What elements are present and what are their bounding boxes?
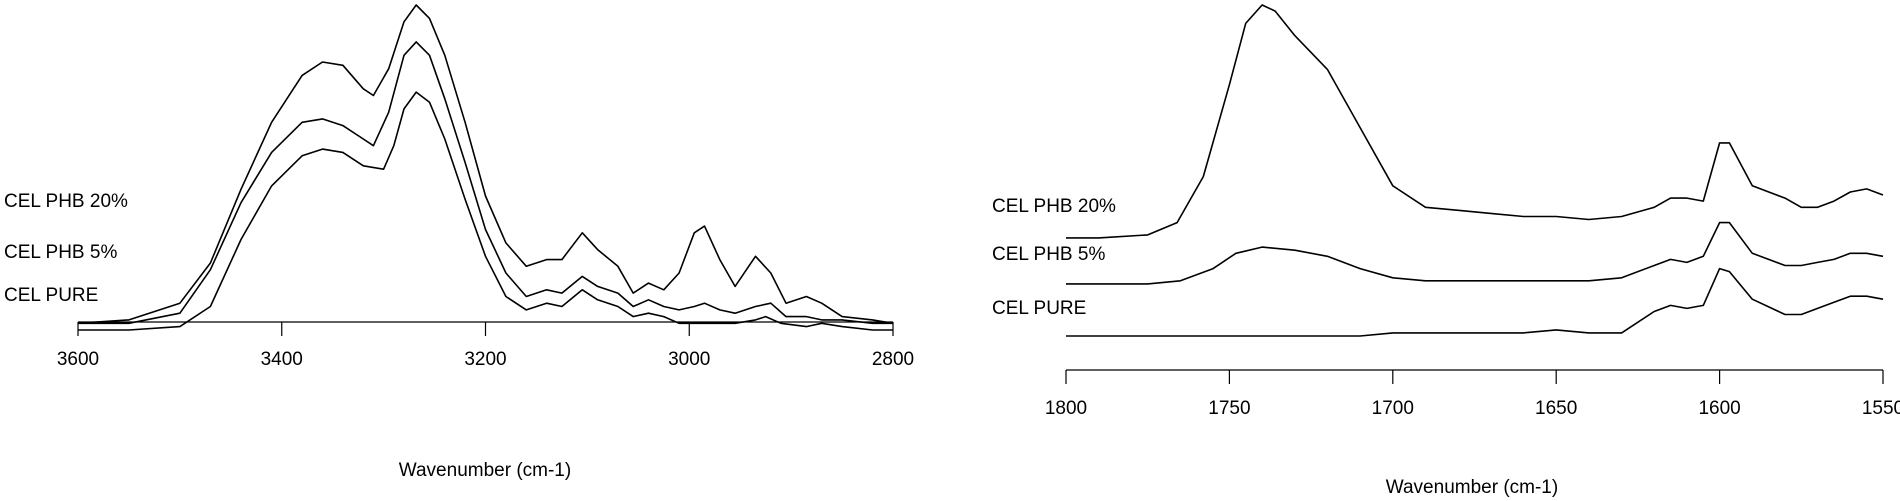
x-axis-title: Wavenumber (cm-1) [399, 460, 571, 481]
x-tick-label-1600: 1600 [1698, 398, 1740, 419]
x-tick-label-1650: 1650 [1535, 398, 1577, 419]
x-tick-label-1750: 1750 [1208, 398, 1250, 419]
series-label-3: CEL PURE [4, 285, 98, 306]
series-label-1: CEL PHB 20% [4, 191, 128, 212]
series-line-2 [1066, 221, 1884, 285]
x-axis-title: Wavenumber (cm-1) [1386, 477, 1558, 498]
x-tick-label-3400: 3400 [261, 349, 303, 370]
series-label-1: CEL PHB 20% [992, 196, 1116, 217]
x-tick-label-3000: 3000 [668, 349, 710, 370]
series-line-2 [78, 41, 893, 325]
series-line-3 [1066, 267, 1884, 337]
x-tick-label-1550: 1550 [1862, 398, 1900, 419]
series-line-1 [1066, 4, 1884, 239]
x-tick-label-1800: 1800 [1045, 398, 1087, 419]
series-label-2: CEL PHB 5% [992, 244, 1105, 265]
x-tick-label-3600: 3600 [57, 349, 99, 370]
x-tick-label-2800: 2800 [872, 349, 914, 370]
series-line-1 [77, 4, 894, 325]
series-line-3 [78, 91, 893, 331]
x-tick-label-1700: 1700 [1372, 398, 1414, 419]
series-label-3: CEL PURE [992, 298, 1086, 319]
x-tick-label-3200: 3200 [464, 349, 506, 370]
left-panel-3600-2800: CEL PHB 20% CEL PHB 5% CEL PURE 3600 3400 320… [4, 4, 914, 481]
right-panel-1800-1550: CEL PHB 20% CEL PHB 5% CEL PURE 1800 1750 170… [992, 4, 1900, 498]
series-label-2: CEL PHB 5% [4, 242, 117, 263]
